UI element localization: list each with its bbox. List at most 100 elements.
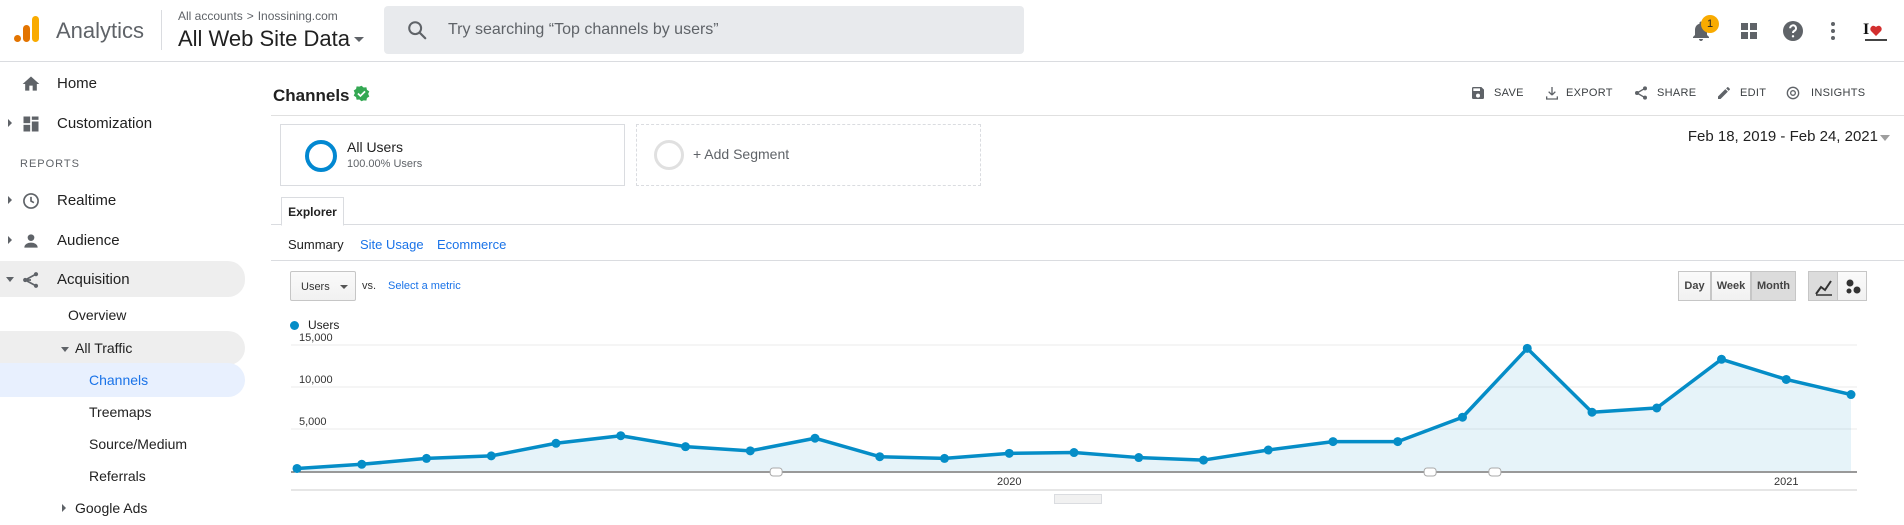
export-button[interactable]: EXPORT: [1544, 83, 1614, 103]
save-icon: [1472, 87, 1484, 99]
account-breadcrumb[interactable]: All accounts > Inossining.com: [178, 9, 338, 23]
sidebar-item-google-ads[interactable]: Google Ads: [0, 491, 246, 525]
add-segment-button[interactable]: + Add Segment: [636, 124, 981, 186]
granularity-day-button[interactable]: Day: [1678, 271, 1711, 301]
sidebar-item-label: Treemaps: [89, 404, 152, 420]
sidebar-item-realtime[interactable]: Realtime: [0, 183, 246, 217]
vs-label: vs.: [362, 280, 377, 292]
data-point: [681, 442, 690, 452]
insights-button[interactable]: INSIGHTS: [1785, 83, 1865, 103]
line-chart-toggle[interactable]: [1808, 271, 1838, 301]
view-dropdown-caret-icon[interactable]: [354, 37, 364, 42]
view-selector[interactable]: All Web Site Data: [178, 26, 351, 51]
sidebar-item-label: Overview: [68, 307, 127, 323]
home-icon: [22, 76, 40, 91]
annotation-marker: [769, 467, 783, 477]
data-point: [1004, 448, 1014, 458]
data-point: [1263, 445, 1273, 455]
left-nav: Home Customization REPORTS Realtime Audi…: [0, 62, 246, 522]
y-tick-label: 15,000: [299, 332, 333, 344]
sidebar-item-channels[interactable]: Channels: [0, 363, 245, 397]
collapse-caret-icon: [6, 277, 14, 282]
sidebar-item-label: Referrals: [89, 468, 146, 484]
account-avatar[interactable]: I: [1862, 18, 1890, 46]
reports-section-header: REPORTS: [20, 158, 80, 170]
sidebar-item-customization[interactable]: Customization: [0, 106, 246, 140]
sidebar-item-treemaps[interactable]: Treemaps: [0, 395, 246, 429]
collapse-caret-icon: [61, 347, 69, 352]
sidebar-item-audience[interactable]: Audience: [0, 223, 246, 257]
motion-chart-toggle[interactable]: [1837, 271, 1867, 301]
expand-caret-icon: [8, 236, 12, 244]
svg-text:I: I: [1863, 21, 1869, 38]
sidebar-item-overview[interactable]: Overview: [0, 298, 246, 332]
help-icon[interactable]: [1781, 19, 1805, 43]
sidebar-item-label: Customization: [57, 115, 153, 132]
users-chart: 15,000 10,000 5,000 2020 2021: [271, 332, 1904, 522]
collapse-chart-handle[interactable]: [1054, 494, 1102, 504]
expand-caret-icon: [8, 119, 12, 127]
report-tabs: Explorer: [271, 197, 1904, 226]
expand-caret-icon: [62, 504, 66, 512]
download-icon: [1546, 87, 1558, 100]
analytics-logo-icon[interactable]: [12, 14, 42, 44]
y-tick-label: 5,000: [299, 416, 327, 428]
subtab-site-usage[interactable]: Site Usage: [360, 237, 424, 252]
sidebar-item-all-traffic[interactable]: All Traffic: [0, 331, 245, 365]
granularity-week-button[interactable]: Week: [1711, 271, 1751, 301]
metric-label: Users: [301, 281, 330, 293]
tab-explorer[interactable]: Explorer: [281, 197, 344, 226]
data-point: [1069, 448, 1079, 458]
segment-all-users[interactable]: All Users 100.00% Users: [280, 124, 625, 186]
sidebar-item-label: Acquisition: [57, 271, 130, 288]
data-point: [745, 446, 755, 456]
line-chart-icon: [1815, 280, 1832, 296]
annotation-marker: [1423, 467, 1437, 477]
verified-check-icon: [353, 85, 370, 102]
search-bar[interactable]: Try searching “Top channels by users”: [384, 6, 1024, 54]
data-point: [616, 431, 626, 441]
app-name[interactable]: Analytics: [56, 18, 145, 43]
primary-metric-dropdown[interactable]: Users: [290, 271, 356, 301]
data-point: [940, 453, 949, 463]
report-actions: SAVE EXPORT SHARE EDIT INSIGHTS: [1470, 83, 1890, 103]
sidebar-item-referrals[interactable]: Referrals: [0, 459, 246, 493]
segment-ring-icon: [305, 140, 337, 172]
segment-title: All Users: [347, 139, 404, 155]
share-button[interactable]: SHARE: [1633, 83, 1697, 103]
edit-label: EDIT: [1740, 87, 1767, 99]
avatar-logo-icon: I: [1863, 21, 1887, 41]
clock-icon: [23, 193, 39, 209]
sidebar-item-source-medium[interactable]: Source/Medium: [0, 427, 246, 461]
bubble-chart-icon: [1846, 279, 1861, 294]
empty-segment-ring-icon: [654, 140, 684, 170]
insights-label: INSIGHTS: [1811, 87, 1866, 99]
chart-svg: 15,000 10,000 5,000 2020 2021: [291, 332, 1857, 491]
sidebar-item-label: All Traffic: [75, 340, 133, 356]
date-range-caret-icon[interactable]: [1880, 135, 1890, 141]
notifications-badge: 1: [1701, 15, 1719, 33]
data-point: [1199, 455, 1208, 465]
account-property: Inossining.com: [257, 9, 338, 23]
save-button[interactable]: SAVE: [1470, 83, 1526, 103]
data-point: [1781, 374, 1791, 384]
search-placeholder: Try searching “Top channels by users”: [448, 21, 719, 38]
data-point: [1587, 407, 1597, 417]
sidebar-item-home[interactable]: Home: [0, 66, 246, 100]
data-point: [1134, 453, 1144, 463]
data-point: [1328, 437, 1338, 447]
breadcrumb-separator: >: [246, 9, 254, 23]
subtab-ecommerce[interactable]: Ecommerce: [437, 237, 507, 252]
apps-grid-icon[interactable]: [1737, 19, 1761, 43]
annotation-marker: [1488, 467, 1502, 477]
subtab-summary[interactable]: Summary: [288, 237, 344, 252]
sidebar-item-label: Source/Medium: [89, 436, 188, 452]
edit-button[interactable]: EDIT: [1716, 83, 1766, 103]
sidebar-item-acquisition[interactable]: Acquisition: [0, 261, 245, 297]
sidebar-item-label: Channels: [89, 372, 149, 388]
date-range-picker[interactable]: Feb 18, 2019 - Feb 24, 2021: [1687, 128, 1878, 145]
data-point: [422, 453, 431, 463]
select-metric-link[interactable]: Select a metric: [388, 280, 461, 292]
granularity-month-button[interactable]: Month: [1751, 271, 1796, 301]
more-vert-icon[interactable]: [1821, 19, 1845, 43]
